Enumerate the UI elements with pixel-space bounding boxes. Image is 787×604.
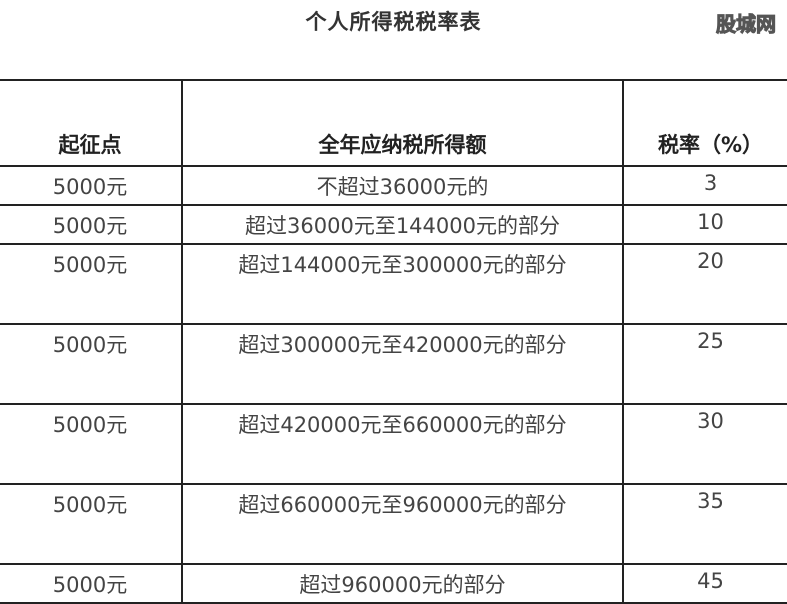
cell-rate: 3 [622, 165, 787, 206]
cell-rate: 45 [622, 563, 787, 604]
cell-threshold: 5000元 [0, 563, 183, 604]
table-row: 5000元 超过300000元至420000元的部分 25 [0, 323, 787, 405]
table-header-row: 起征点 全年应纳税所得额 税率（%） [0, 79, 787, 167]
cell-income: 不超过36000元的 [181, 165, 624, 206]
cell-rate: 10 [622, 204, 787, 245]
table-row: 5000元 不超过36000元的 3 [0, 165, 787, 206]
header-income: 全年应纳税所得额 [181, 79, 624, 167]
table-row: 5000元 超过144000元至300000元的部分 20 [0, 243, 787, 325]
cell-threshold: 5000元 [0, 403, 183, 485]
table-row: 5000元 超过420000元至660000元的部分 30 [0, 403, 787, 485]
table-row: 5000元 超过660000元至960000元的部分 35 [0, 483, 787, 565]
cell-rate: 25 [622, 323, 787, 405]
table-row: 5000元 超过960000元的部分 45 [0, 563, 787, 604]
cell-threshold: 5000元 [0, 204, 183, 245]
cell-income: 超过420000元至660000元的部分 [181, 403, 624, 485]
cell-income: 超过960000元的部分 [181, 563, 624, 604]
cell-income: 超过36000元至144000元的部分 [181, 204, 624, 245]
cell-threshold: 5000元 [0, 483, 183, 565]
cell-rate: 30 [622, 403, 787, 485]
cell-income: 超过144000元至300000元的部分 [181, 243, 624, 325]
cell-threshold: 5000元 [0, 165, 183, 206]
table-row: 5000元 超过36000元至144000元的部分 10 [0, 204, 787, 245]
cell-rate: 35 [622, 483, 787, 565]
cell-income: 超过660000元至960000元的部分 [181, 483, 624, 565]
cell-income: 超过300000元至420000元的部分 [181, 323, 624, 405]
watermark-logo: 股城网 [716, 12, 777, 37]
header-rate: 税率（%） [622, 79, 787, 167]
cell-rate: 20 [622, 243, 787, 325]
header-threshold: 起征点 [0, 79, 183, 167]
cell-threshold: 5000元 [0, 323, 183, 405]
cell-threshold: 5000元 [0, 243, 183, 325]
page-title: 个人所得税税率表 [305, 10, 482, 34]
tax-rate-table: 起征点 全年应纳税所得额 税率（%） 5000元 不超过36000元的 3 50… [0, 79, 787, 604]
